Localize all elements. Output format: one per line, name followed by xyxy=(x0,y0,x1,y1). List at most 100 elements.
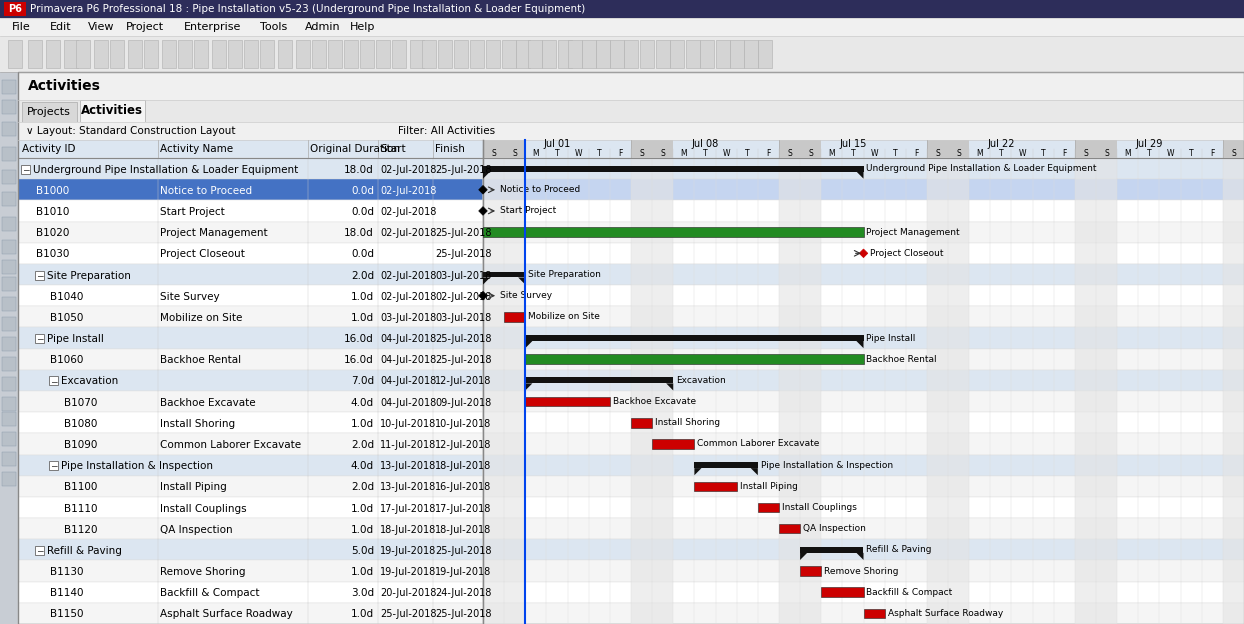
Text: Remove Shoring: Remove Shoring xyxy=(160,567,245,577)
Bar xyxy=(0,72,17,624)
Bar xyxy=(483,227,863,237)
Text: Pipe Install: Pipe Install xyxy=(867,334,916,343)
Text: 10-Jul-2018: 10-Jul-2018 xyxy=(379,419,437,429)
Bar xyxy=(927,243,948,264)
Text: Primavera P6 Professional 18 : Pipe Installation v5-23 (Underground Pipe Install: Primavera P6 Professional 18 : Pipe Inst… xyxy=(30,4,585,14)
Text: F: F xyxy=(618,149,622,157)
Text: 2.0d: 2.0d xyxy=(351,271,374,281)
Bar xyxy=(1075,243,1096,264)
Text: 25-Jul-2018: 25-Jul-2018 xyxy=(435,250,491,260)
Bar xyxy=(527,40,542,68)
Bar xyxy=(483,391,1244,412)
Bar xyxy=(1075,140,1096,158)
Bar xyxy=(2,240,16,254)
Text: 3.0d: 3.0d xyxy=(351,588,374,598)
Bar xyxy=(504,312,525,321)
Bar xyxy=(652,285,673,306)
Bar xyxy=(948,243,969,264)
Bar xyxy=(376,40,391,68)
Bar xyxy=(652,391,673,412)
Text: 25-Jul-2018: 25-Jul-2018 xyxy=(379,610,437,620)
Text: B1030: B1030 xyxy=(36,250,70,260)
Bar xyxy=(758,40,773,68)
Text: Backhoe Excavate: Backhoe Excavate xyxy=(160,397,255,407)
Text: F: F xyxy=(766,149,770,157)
Text: 2.0d: 2.0d xyxy=(351,482,374,492)
Text: −: − xyxy=(50,377,57,386)
Text: Edit: Edit xyxy=(50,22,72,32)
Bar xyxy=(1096,264,1117,285)
Bar xyxy=(1096,222,1117,243)
Bar xyxy=(631,412,652,433)
Bar xyxy=(779,140,800,158)
Bar xyxy=(639,40,654,68)
Bar xyxy=(948,454,969,475)
Bar xyxy=(503,40,516,68)
Text: File: File xyxy=(12,22,31,32)
Bar xyxy=(1075,370,1096,391)
Text: T: T xyxy=(703,149,708,157)
Text: Common Laborer Excavate: Common Laborer Excavate xyxy=(698,439,820,449)
Bar xyxy=(76,40,90,68)
Bar xyxy=(17,497,483,518)
Bar xyxy=(800,560,821,582)
Bar xyxy=(2,412,16,426)
Bar xyxy=(17,539,483,560)
Bar xyxy=(504,328,525,349)
Bar xyxy=(779,179,800,200)
Text: M: M xyxy=(1125,149,1131,157)
Bar xyxy=(927,454,948,475)
Text: 1.0d: 1.0d xyxy=(351,419,374,429)
Bar xyxy=(948,264,969,285)
Bar xyxy=(948,560,969,582)
Text: Project Closeout: Project Closeout xyxy=(160,250,245,260)
Bar xyxy=(1075,433,1096,454)
Bar xyxy=(1075,349,1096,370)
Text: View: View xyxy=(88,22,114,32)
Text: Activity Name: Activity Name xyxy=(160,144,233,154)
Bar xyxy=(800,518,821,539)
Bar xyxy=(17,285,483,306)
Text: 0.0d: 0.0d xyxy=(351,186,374,196)
Bar xyxy=(483,243,1244,264)
Text: Backhoe Rental: Backhoe Rental xyxy=(160,355,241,365)
Bar xyxy=(1223,518,1244,539)
Text: T: T xyxy=(597,149,602,157)
Text: Refill & Paving: Refill & Paving xyxy=(867,545,932,554)
Bar xyxy=(483,165,863,172)
Text: Jul 29: Jul 29 xyxy=(1136,139,1163,149)
Bar xyxy=(800,285,821,306)
Bar xyxy=(631,497,652,518)
Bar xyxy=(504,454,525,475)
Bar xyxy=(483,582,1244,603)
Bar xyxy=(228,40,243,68)
Text: Start: Start xyxy=(379,144,406,154)
Bar xyxy=(312,40,326,68)
Bar xyxy=(800,539,821,560)
Bar xyxy=(17,349,483,370)
Bar xyxy=(800,582,821,603)
Bar xyxy=(927,140,948,158)
Text: 04-Jul-2018: 04-Jul-2018 xyxy=(379,376,437,386)
Bar xyxy=(1096,328,1117,349)
Text: 03-Jul-2018: 03-Jul-2018 xyxy=(379,313,437,323)
Bar xyxy=(2,432,16,446)
Bar xyxy=(17,158,483,179)
Bar xyxy=(821,587,863,597)
Text: 25-Jul-2018: 25-Jul-2018 xyxy=(435,610,491,620)
Text: 2.0d: 2.0d xyxy=(351,440,374,450)
Text: 02-Jul-2018: 02-Jul-2018 xyxy=(379,271,437,281)
Bar xyxy=(800,243,821,264)
Text: T: T xyxy=(745,149,750,157)
Bar xyxy=(927,539,948,560)
Text: Install Shoring: Install Shoring xyxy=(656,418,720,427)
Bar xyxy=(1096,243,1117,264)
Polygon shape xyxy=(666,383,673,391)
Bar xyxy=(927,328,948,349)
Text: M: M xyxy=(680,149,687,157)
Bar xyxy=(559,40,572,68)
Bar xyxy=(863,608,884,618)
Bar xyxy=(948,497,969,518)
Bar xyxy=(0,18,1244,36)
Bar xyxy=(1096,179,1117,200)
